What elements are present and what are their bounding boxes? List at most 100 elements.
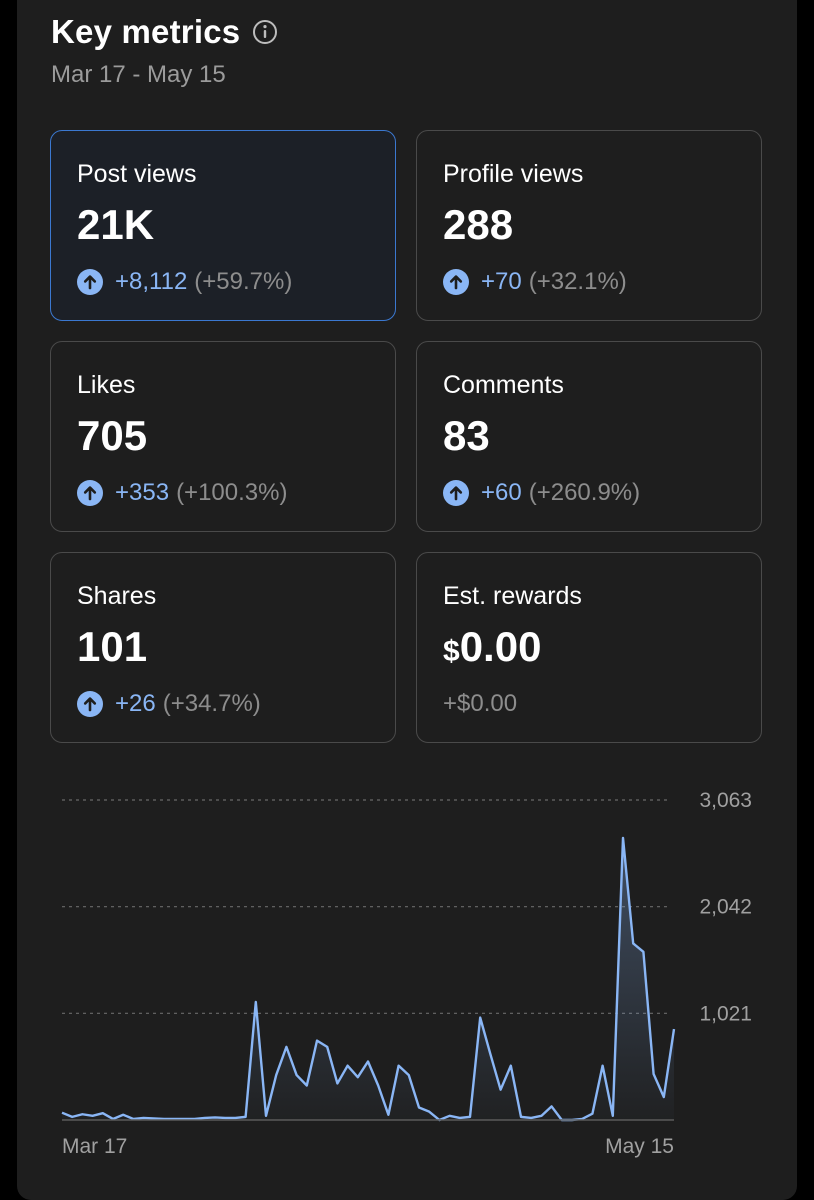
data-point[interactable] (273, 1072, 279, 1078)
header: Key metrics (51, 12, 278, 52)
data-point[interactable] (324, 1044, 330, 1050)
data-point[interactable] (141, 1115, 147, 1121)
data-point[interactable] (69, 1114, 75, 1120)
data-point[interactable] (508, 1063, 514, 1069)
data-point[interactable] (345, 1063, 351, 1069)
metric-change: +70 (+32.1%) (443, 267, 627, 297)
metric-delta: +353 (115, 479, 170, 506)
data-point[interactable] (314, 1038, 320, 1044)
data-point[interactable] (375, 1083, 381, 1089)
metric-percent: (+32.1%) (528, 268, 627, 295)
data-point[interactable] (569, 1117, 575, 1123)
data-point[interactable] (661, 1094, 667, 1100)
data-point[interactable] (365, 1058, 371, 1064)
metric-delta: +60 (481, 479, 522, 506)
data-point[interactable] (630, 940, 636, 946)
data-point[interactable] (528, 1115, 534, 1121)
post-views-chart[interactable]: 1,021 2,042 3,063 Mar 17 May 15 (0, 780, 814, 1180)
data-point[interactable] (487, 1051, 493, 1057)
y-tick-label: 3,063 (699, 789, 752, 812)
metric-percent: (+34.7%) (162, 690, 261, 717)
data-point[interactable] (202, 1115, 208, 1121)
data-point[interactable] (671, 1026, 677, 1032)
metric-value: $0.00 (443, 622, 541, 677)
data-point[interactable] (79, 1111, 85, 1117)
data-point[interactable] (396, 1063, 402, 1069)
data-point[interactable] (589, 1111, 595, 1117)
data-point[interactable] (457, 1115, 463, 1121)
data-point[interactable] (355, 1074, 361, 1080)
metric-change: +353 (+100.3%) (77, 478, 287, 508)
data-point[interactable] (436, 1117, 442, 1123)
metric-card-est-rewards[interactable]: Est. rewards $0.00 +$0.00 (416, 552, 762, 743)
data-point[interactable] (447, 1113, 453, 1119)
data-point[interactable] (620, 835, 626, 841)
data-point[interactable] (426, 1109, 432, 1115)
data-point[interactable] (151, 1115, 157, 1121)
metric-value: 101 (77, 623, 148, 670)
y-tick-label: 1,021 (699, 1002, 752, 1025)
data-point[interactable] (538, 1113, 544, 1119)
data-point[interactable] (90, 1113, 96, 1119)
data-point[interactable] (385, 1112, 391, 1118)
data-point[interactable] (212, 1114, 218, 1120)
data-point[interactable] (263, 1113, 269, 1119)
metric-change-text: +$0.00 (443, 690, 518, 717)
metric-card-comments[interactable]: Comments 83 +60 (+260.9%) (416, 341, 762, 532)
metric-card-shares[interactable]: Shares 101 +26 (+34.7%) (50, 552, 396, 743)
page-title: Key metrics (51, 13, 241, 50)
chart-area-fill (62, 837, 674, 1120)
data-point[interactable] (406, 1072, 412, 1078)
info-icon[interactable] (252, 19, 278, 45)
data-point[interactable] (192, 1116, 198, 1122)
metric-change: +$0.00 (443, 689, 517, 719)
data-point[interactable] (334, 1080, 340, 1086)
arrow-up-icon (77, 480, 103, 506)
metric-label: Comments (443, 371, 564, 399)
metric-percent: (+260.9%) (528, 479, 641, 506)
data-point[interactable] (253, 999, 259, 1005)
data-point[interactable] (222, 1115, 228, 1121)
metric-change: +26 (+34.7%) (77, 689, 261, 719)
data-point[interactable] (549, 1103, 555, 1109)
y-tick-label: 2,042 (699, 896, 752, 919)
metric-card-likes[interactable]: Likes 705 +353 (+100.3%) (50, 341, 396, 532)
metric-change: +60 (+260.9%) (443, 478, 640, 508)
data-point[interactable] (498, 1087, 504, 1093)
metric-card-post-views[interactable]: Post views 21K +8,112 (+59.7%) (50, 130, 396, 321)
data-point[interactable] (467, 1114, 473, 1120)
date-range: Mar 17 - May 15 (51, 61, 226, 88)
data-point[interactable] (161, 1116, 167, 1122)
data-point[interactable] (59, 1110, 65, 1116)
data-point[interactable] (120, 1112, 126, 1118)
metric-value: 21K (77, 201, 155, 248)
metric-label: Likes (77, 371, 136, 399)
metric-label: Post views (77, 160, 197, 188)
data-point[interactable] (171, 1116, 177, 1122)
arrow-up-icon (443, 269, 469, 295)
data-point[interactable] (559, 1117, 565, 1123)
data-point[interactable] (610, 1113, 616, 1119)
data-point[interactable] (477, 1015, 483, 1021)
metric-card-profile-views[interactable]: Profile views 288 +70 (+32.1%) (416, 130, 762, 321)
data-point[interactable] (640, 949, 646, 955)
data-point[interactable] (304, 1083, 310, 1089)
data-point[interactable] (100, 1110, 106, 1116)
data-point[interactable] (243, 1114, 249, 1120)
x-tick-label: Mar 17 (62, 1135, 127, 1158)
data-point[interactable] (416, 1104, 422, 1110)
data-point[interactable] (110, 1116, 116, 1122)
data-point[interactable] (232, 1115, 238, 1121)
data-point[interactable] (130, 1116, 136, 1122)
metric-delta: +26 (115, 690, 156, 717)
data-point[interactable] (294, 1072, 300, 1078)
data-point[interactable] (600, 1063, 606, 1069)
metric-label: Shares (77, 582, 157, 610)
data-point[interactable] (518, 1114, 524, 1120)
data-point[interactable] (283, 1044, 289, 1050)
x-tick-label: May 15 (605, 1135, 674, 1158)
metric-amount: 0.00 (459, 623, 542, 670)
data-point[interactable] (579, 1116, 585, 1122)
data-point[interactable] (181, 1116, 187, 1122)
data-point[interactable] (651, 1071, 657, 1077)
